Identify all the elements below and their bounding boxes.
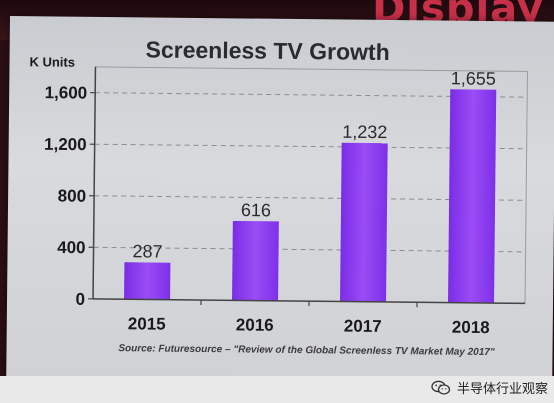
bar-2015 xyxy=(124,262,171,300)
data-labels: 287 616 1,232 1,655 xyxy=(132,68,496,261)
chart-title: Screenless TV Growth xyxy=(145,36,389,65)
data-label-2017: 1,232 xyxy=(342,122,387,142)
bar-2016 xyxy=(232,220,279,301)
y-tick-labels: 0 400 800 1,200 1,600 xyxy=(44,83,88,309)
source-note: Source: Futuresource – "Review of the Gl… xyxy=(118,343,495,358)
bars xyxy=(124,89,497,304)
bar-2017 xyxy=(340,142,388,302)
data-label-2016: 616 xyxy=(241,200,271,220)
wechat-icon xyxy=(431,380,451,395)
x-tick-label-2015: 2015 xyxy=(128,314,166,333)
bar-chart: Screenless TV Growth K Units 0 400 800 1,20… xyxy=(29,36,528,358)
slide: Screenless TV Growth K Units 0 400 800 1,20… xyxy=(6,16,554,388)
x-tick-label-2017: 2017 xyxy=(344,317,382,336)
watermark: 半导体行业观察 xyxy=(431,378,548,397)
y-tick-label: 400 xyxy=(57,238,86,257)
watermark-text: 半导体行业观察 xyxy=(456,382,548,397)
y-axis-line xyxy=(92,66,97,299)
x-tick-labels: 2015 2016 2017 2018 xyxy=(128,300,490,337)
y-tick-label: 0 xyxy=(75,290,85,309)
data-label-2018: 1,655 xyxy=(451,68,496,88)
data-label-2015: 287 xyxy=(132,241,162,261)
bar-2018 xyxy=(448,89,497,304)
y-tick-label: 1,600 xyxy=(45,83,88,102)
x-tick-label-2016: 2016 xyxy=(236,315,274,334)
x-tick-label-2018: 2018 xyxy=(452,318,490,337)
footer-strip xyxy=(0,376,554,403)
y-tick-label: 800 xyxy=(58,186,87,205)
x-axis-line xyxy=(93,298,526,305)
y-axis-label: K Units xyxy=(29,54,75,69)
y-tick-label: 1,200 xyxy=(44,135,87,154)
